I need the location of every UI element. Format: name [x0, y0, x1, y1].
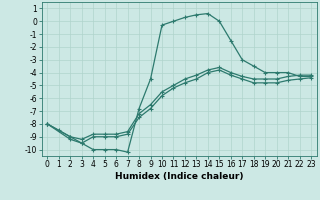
X-axis label: Humidex (Indice chaleur): Humidex (Indice chaleur) — [115, 172, 244, 181]
